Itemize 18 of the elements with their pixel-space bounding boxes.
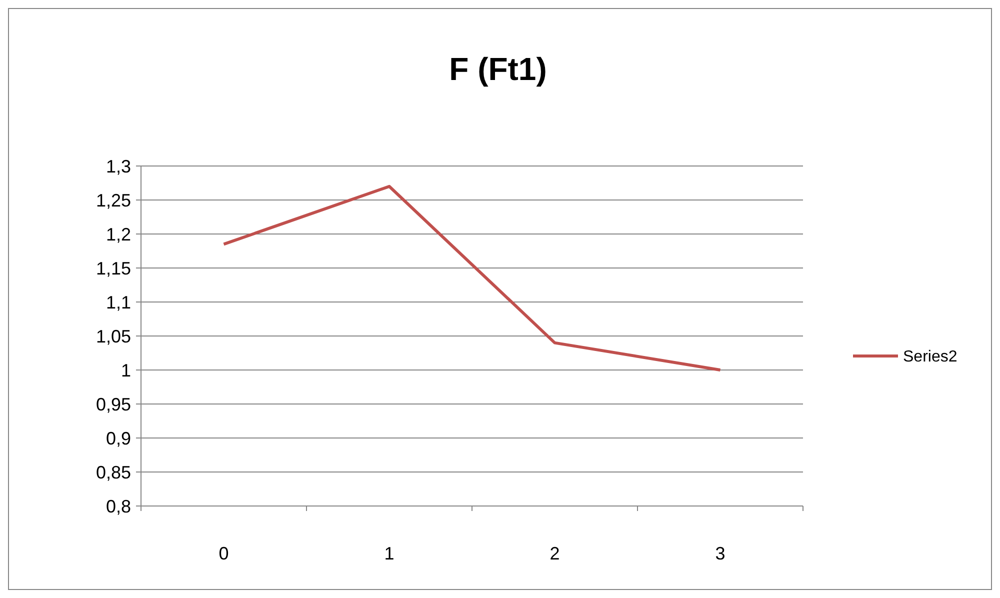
- y-tick-label: 1,2: [106, 224, 131, 244]
- y-tick-label: 1,1: [106, 292, 131, 312]
- x-tick-label: 1: [384, 543, 394, 564]
- x-tick-label: 0: [218, 543, 229, 564]
- y-tick-label: 0,85: [96, 462, 131, 482]
- y-tick-label: 1: [120, 360, 131, 380]
- x-tick-label: 3: [715, 543, 726, 564]
- y-tick-label: 0,8: [106, 496, 131, 516]
- y-tick-label: 1,15: [96, 258, 131, 278]
- line-series: [222, 184, 722, 372]
- chart-title: F (Ft1): [449, 51, 547, 87]
- y-tick-label: 1,05: [96, 326, 131, 346]
- y-tick-label: 1,25: [96, 190, 131, 210]
- y-tick-label: 0,95: [96, 394, 131, 414]
- legend-label: Series2: [903, 348, 958, 366]
- y-tick-label: 0,9: [106, 428, 131, 448]
- y-tick-label: 1,3: [106, 156, 131, 176]
- x-tick-label: 2: [550, 543, 560, 564]
